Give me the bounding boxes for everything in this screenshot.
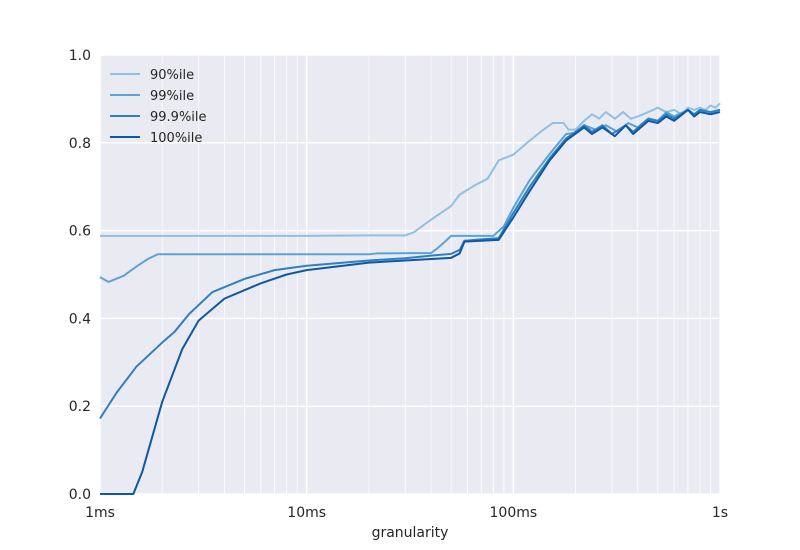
legend-label: 99.9%ile bbox=[150, 110, 207, 125]
legend-label: 90%ile bbox=[150, 68, 194, 83]
y-axis-ticks: 0.0 0.2 0.4 0.6 0.8 1.0 bbox=[69, 48, 91, 503]
legend-label: 99%ile bbox=[150, 89, 194, 104]
legend-entry: 90%ile bbox=[110, 68, 194, 83]
series-line-1 bbox=[99, 108, 721, 283]
legend-entry: 99.9%ile bbox=[110, 110, 207, 125]
series-line-2 bbox=[99, 108, 721, 420]
grid bbox=[99, 54, 721, 495]
plot-background bbox=[100, 55, 720, 494]
y-tick-label: 1.0 bbox=[69, 48, 91, 64]
x-tick-label: 10ms bbox=[287, 505, 326, 521]
legend-entry: 100%ile bbox=[110, 131, 202, 146]
y-tick-label: 0.2 bbox=[69, 399, 91, 415]
x-axis-label: granularity bbox=[372, 525, 449, 541]
x-tick-label: 1ms bbox=[85, 505, 115, 521]
y-tick-label: 0.8 bbox=[69, 136, 91, 152]
series-lines bbox=[99, 102, 721, 495]
series-line-3 bbox=[100, 108, 721, 495]
legend-entry: 99%ile bbox=[110, 89, 194, 104]
legend: 90%ile 99%ile 99.9%ile 100%ile bbox=[110, 68, 207, 146]
x-axis-ticks: 1ms 10ms 100ms 1s bbox=[85, 505, 728, 521]
x-tick-label: 100ms bbox=[490, 505, 538, 521]
y-tick-label: 0.4 bbox=[69, 311, 91, 327]
y-tick-label: 0.0 bbox=[69, 487, 91, 503]
x-tick-label: 1s bbox=[712, 505, 728, 521]
legend-label: 100%ile bbox=[150, 131, 202, 146]
y-tick-label: 0.6 bbox=[69, 224, 91, 240]
